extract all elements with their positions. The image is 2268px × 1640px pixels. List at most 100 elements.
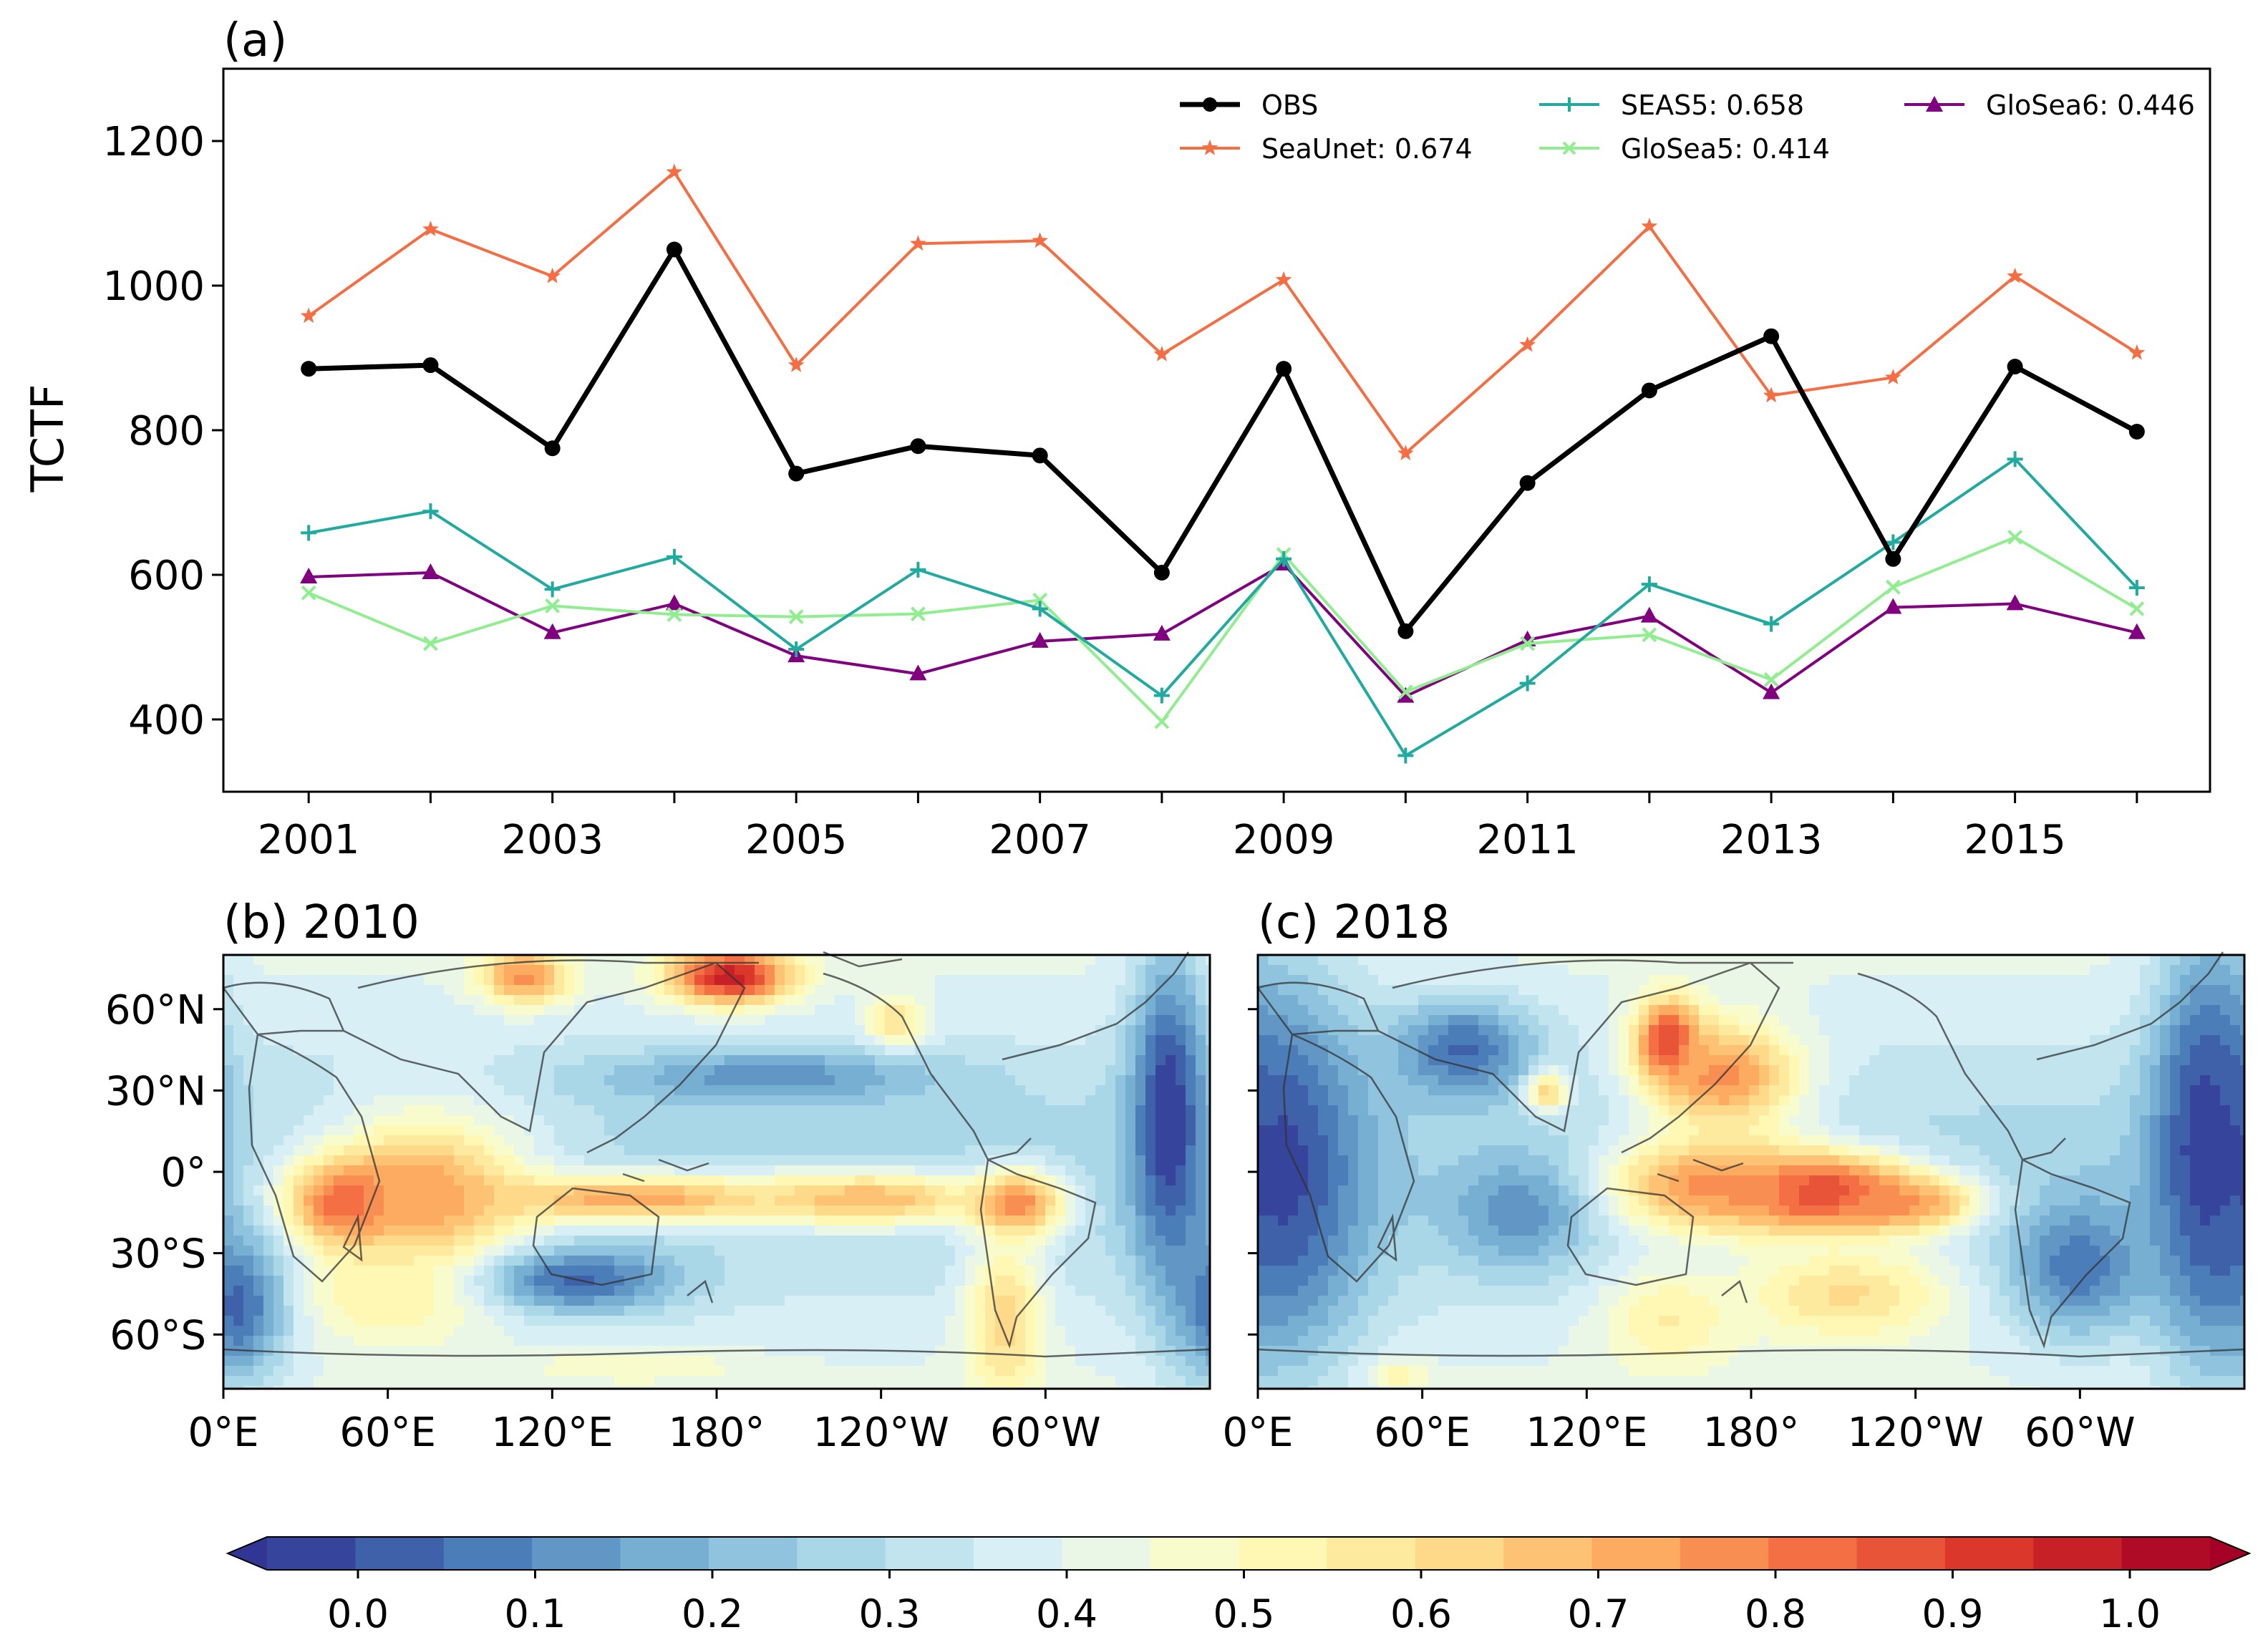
map-cell	[1358, 985, 1369, 996]
map-cell	[624, 965, 635, 976]
map-cell	[294, 1075, 304, 1086]
map-cell	[504, 1005, 515, 1016]
map-cell	[474, 1226, 485, 1236]
map-cell	[755, 1015, 765, 1026]
map-cell	[484, 1065, 495, 1076]
map-cell	[1065, 1105, 1076, 1116]
map-cell	[434, 1316, 445, 1326]
map-cell	[494, 1065, 505, 1076]
map-cell	[1729, 995, 1740, 1006]
map-cell	[905, 1256, 916, 1266]
map-cell	[1005, 1296, 1016, 1306]
data-point-seas5	[301, 525, 317, 541]
map-cell	[885, 1045, 896, 1056]
map-cell	[394, 1075, 404, 1086]
map-cell	[755, 1326, 765, 1336]
map-cell	[384, 1165, 394, 1176]
map-cell	[945, 1226, 956, 1236]
map-cell	[544, 1336, 555, 1347]
map-cell	[1155, 1165, 1166, 1176]
data-point-glosea6	[2006, 594, 2024, 611]
map-cell	[384, 1055, 394, 1066]
map-cell	[344, 1055, 354, 1066]
map-cell	[1166, 1276, 1176, 1286]
map-cell	[1155, 1085, 1166, 1096]
map-cell	[915, 1286, 926, 1296]
map-cell	[324, 1155, 334, 1166]
map-cell	[1105, 1035, 1116, 1046]
map-cell	[444, 1175, 455, 1186]
map-cell	[1135, 1356, 1146, 1367]
map-cell	[514, 1105, 525, 1116]
map-cell	[1105, 1386, 1116, 1389]
map-cell	[1135, 1326, 1146, 1336]
map-cell	[995, 1145, 1006, 1156]
map-cell	[494, 1005, 505, 1016]
map-cell	[484, 1296, 495, 1306]
map-cell	[1135, 1175, 1146, 1186]
map-cell	[1055, 1256, 1066, 1266]
map-cell	[745, 1306, 755, 1316]
map-cell	[374, 1256, 384, 1266]
map-cell	[674, 1376, 685, 1387]
map-cell	[1206, 1296, 1211, 1306]
map-cell	[554, 1226, 565, 1236]
map-cell	[1599, 995, 1609, 1006]
map-cell	[414, 1356, 425, 1367]
map-cell	[644, 1055, 655, 1066]
map-cell	[1186, 1216, 1196, 1226]
data-point-glosea5	[1397, 684, 1413, 700]
map-cell	[935, 1015, 946, 1026]
map-cell	[1005, 1135, 1016, 1146]
map-cell	[684, 1326, 695, 1336]
map-cell	[684, 985, 695, 996]
map-cell	[925, 955, 936, 966]
map-cell	[724, 1306, 735, 1316]
map-cell	[2010, 985, 2020, 996]
map-cell	[554, 1125, 565, 1136]
map-cell	[694, 1085, 705, 1096]
map-cell	[464, 1145, 475, 1156]
map-cell	[644, 1155, 655, 1166]
map-cell	[1166, 1095, 1176, 1106]
map-cell	[454, 1226, 465, 1236]
map-cell	[1055, 1105, 1066, 1116]
map-cell	[745, 1005, 755, 1016]
map-cell	[1125, 1035, 1136, 1046]
map-cell	[1979, 965, 1990, 976]
map-cell	[294, 1236, 304, 1246]
map-cell	[1145, 1195, 1156, 1206]
map-cell	[233, 1286, 244, 1296]
map-cell	[855, 1205, 866, 1216]
map-cell	[1729, 955, 1740, 966]
map-cell	[684, 1005, 695, 1016]
lat-tick-label: 60°N	[105, 987, 206, 1034]
map-cell	[464, 1065, 475, 1076]
map-cell	[795, 1145, 805, 1156]
map-cell	[334, 1336, 344, 1347]
map-cell	[444, 1316, 455, 1326]
map-cell	[885, 1135, 896, 1146]
map-cell	[1879, 955, 1890, 966]
map-cell	[354, 1386, 364, 1389]
map-cell	[474, 965, 485, 976]
map-cell	[674, 1326, 685, 1336]
map-cell	[915, 955, 926, 966]
map-cell	[284, 1035, 294, 1046]
map-cell	[544, 1296, 555, 1306]
map-cell	[1166, 1266, 1176, 1276]
map-cell	[945, 1216, 956, 1226]
map-cell	[2200, 985, 2211, 996]
map-cell	[434, 1115, 445, 1126]
map-cell	[2190, 975, 2201, 986]
map-cell	[1679, 995, 1690, 1006]
map-cell	[364, 1055, 374, 1066]
map-cell	[664, 1085, 675, 1096]
map-cell	[1418, 985, 1429, 996]
map-cell	[1186, 1095, 1196, 1106]
map-cell	[1065, 1005, 1076, 1016]
map-cell	[1849, 985, 1860, 996]
map-cell	[945, 1346, 956, 1357]
map-cell	[424, 995, 435, 1006]
map-cell	[1035, 1366, 1046, 1377]
